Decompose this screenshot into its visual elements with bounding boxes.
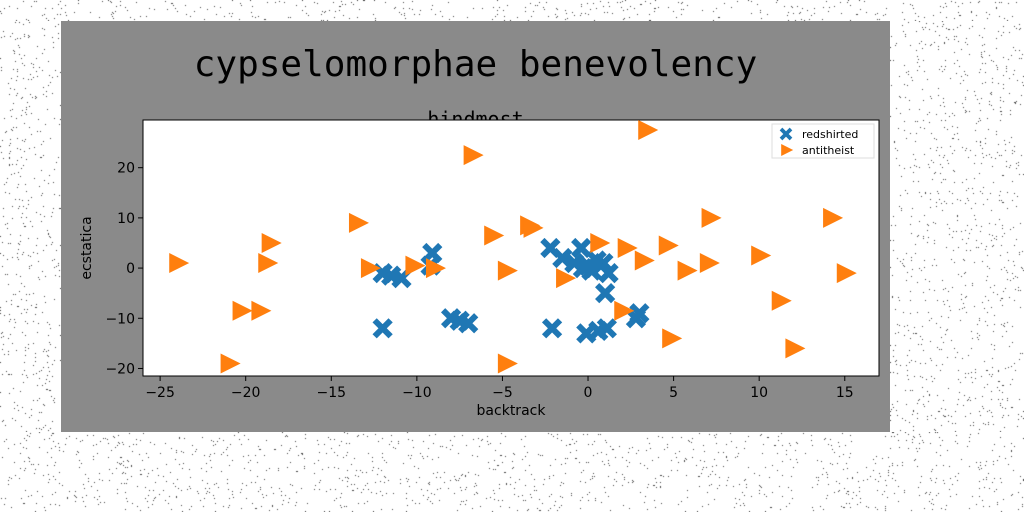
plot-area <box>142 119 880 377</box>
data-point-antitheist <box>677 260 698 281</box>
data-point-antitheist <box>523 217 544 238</box>
x-tick-label: 5 <box>669 385 678 401</box>
data-point-antitheist <box>251 300 272 321</box>
data-point-antitheist <box>425 258 446 279</box>
data-point-redshirted <box>541 318 563 339</box>
x-tick-label: −20 <box>231 385 261 401</box>
data-point-antitheist <box>771 290 792 311</box>
data-point-redshirted <box>596 318 617 339</box>
x-tick-label: −10 <box>402 385 432 401</box>
data-point-antitheist <box>484 225 505 246</box>
data-point-redshirted <box>571 237 592 259</box>
x-tick-label: −5 <box>492 385 513 401</box>
data-point-redshirted <box>593 252 614 274</box>
data-point-antitheist <box>348 212 369 233</box>
data-point-antitheist <box>169 253 190 274</box>
data-point-antitheist <box>261 232 282 253</box>
data-point-antitheist <box>497 260 518 281</box>
data-point-redshirted <box>598 262 619 284</box>
data-point-antitheist <box>590 232 611 253</box>
data-point-antitheist <box>701 207 722 228</box>
data-point-redshirted <box>372 318 393 339</box>
data-point-redshirted <box>581 260 602 281</box>
data-point-redshirted <box>552 247 573 269</box>
x-tick-label: 15 <box>836 385 854 401</box>
data-point-antitheist <box>751 245 772 266</box>
legend-label: antitheist <box>802 144 855 157</box>
y-tick-label: 0 <box>126 261 135 277</box>
data-point-antitheist <box>220 353 241 374</box>
figure-panel: cypselomorphae benevolency hindmost −25−… <box>61 21 890 432</box>
series-redshirted <box>372 237 650 344</box>
data-point-antitheist <box>360 258 381 279</box>
y-tick-label: 10 <box>117 211 135 227</box>
data-point-antitheist <box>497 353 518 374</box>
data-point-antitheist <box>556 268 577 289</box>
data-point-antitheist <box>617 238 638 258</box>
data-point-antitheist <box>662 328 683 349</box>
legend-label: redshirted <box>802 128 858 141</box>
y-axis-label: ecstatica <box>79 216 95 279</box>
data-point-antitheist <box>634 250 655 271</box>
scatter-plot: −25 −20 −15 −10 −5 0 5 10 15 −20 −10 0 10 20 backtrac… <box>79 119 880 419</box>
data-point-antitheist <box>823 207 844 228</box>
data-point-antitheist <box>785 338 806 359</box>
data-point-antitheist <box>405 255 426 276</box>
series-antitheist <box>169 120 857 374</box>
data-point-antitheist <box>258 253 279 274</box>
data-point-redshirted <box>458 313 479 334</box>
legend-marker <box>779 127 793 141</box>
data-point-redshirted <box>595 283 616 304</box>
data-point-antitheist <box>232 300 253 321</box>
data-point-redshirted <box>625 308 647 329</box>
data-point-antitheist <box>638 120 659 141</box>
legend: redshirted antitheist <box>771 123 875 159</box>
x-tick-label: 10 <box>750 385 768 401</box>
y-tick-label: −10 <box>105 311 135 327</box>
data-point-antitheist <box>463 145 484 166</box>
legend-marker <box>781 144 794 156</box>
chart-title: cypselomorphae benevolency <box>193 44 758 85</box>
data-point-antitheist <box>836 263 857 284</box>
data-point-antitheist <box>699 253 720 274</box>
data-point-antitheist <box>658 235 679 256</box>
data-point-antitheist <box>614 300 635 321</box>
y-tick-label: −20 <box>105 361 135 377</box>
x-axis-label: backtrack <box>477 403 547 419</box>
y-tick-label: 20 <box>117 161 135 177</box>
x-tick-label: −25 <box>145 385 175 401</box>
x-tick-label: −15 <box>317 385 347 401</box>
x-tick-label: 0 <box>584 385 593 401</box>
